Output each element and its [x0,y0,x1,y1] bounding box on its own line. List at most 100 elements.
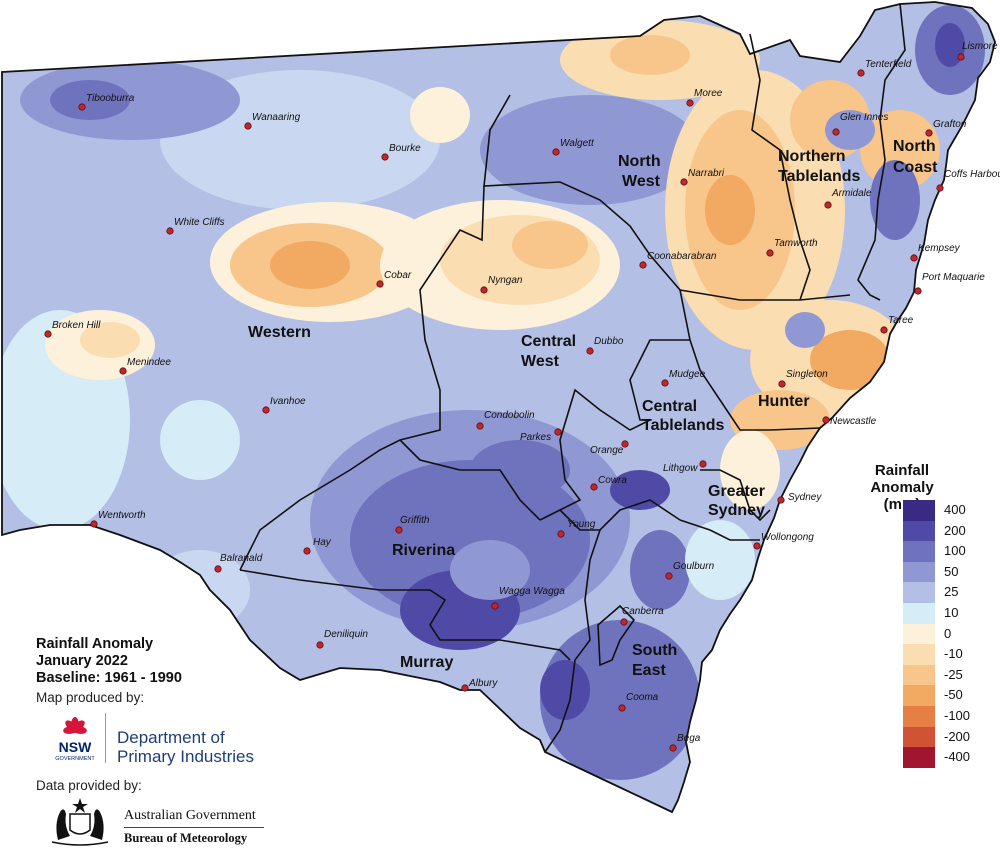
region-label-central-tablelands-l1: Central [642,398,697,415]
town-label-griffith: Griffith [400,515,430,526]
legend-swatch [903,705,935,727]
legend-swatch [903,685,935,706]
dpi-name: Department of Primary Industries [117,728,254,766]
region-label-north-coast-l1: North [893,138,936,155]
town-label-orange: Orange [590,445,624,456]
town-dot-tibooburra [78,103,86,111]
town-label-albury: Albury [468,678,498,689]
town-dot-walgett [552,148,560,156]
region-boundaries [239,3,906,753]
info-period: January 2022 [36,653,128,669]
town-label-tibooburra: Tibooburra [86,93,135,104]
town-label-deniliquin: Deniliquin [324,629,368,640]
town-dot-tenterfield [857,69,865,77]
legend-label: -10 [944,646,963,662]
region-label-riverina: Riverina [392,542,455,559]
legend-color-bar [903,500,935,768]
legend-swatch [903,623,935,645]
region-label-greater-sydney-l2: Sydney [708,502,765,519]
towns: Tibooburra Wanaaring Bourke White Cliffs… [44,41,1000,752]
region-label-north-west-l1: North [618,153,661,170]
town-label-parkes: Parkes [520,432,551,443]
town-dot-wentworth [90,520,98,528]
town-dot-wanaaring [244,122,252,130]
town-label-wanaaring: Wanaaring [252,112,301,123]
town-dot-tamworth [766,249,774,257]
region-label-north-coast-l2: Coast [893,159,938,176]
legend-label: -200 [944,728,971,744]
legend-swatch [903,541,935,562]
town-dot-parkes [554,428,562,436]
town-label-sydney: Sydney [788,492,822,503]
logo-divider [105,713,106,763]
region-label-hunter: Hunter [758,393,810,410]
town-label-kempsey: Kempsey [918,243,961,254]
town-label-newcastle: Newcastle [830,416,877,427]
region-labels: Western North West Northern Tablelands N… [248,138,938,679]
legend-label: -400 [944,749,971,765]
town-label-coffs-harbour: Coffs Harbour [944,169,1000,180]
legend-label: 50 [944,563,959,579]
town-dot-bourke [381,153,389,161]
town-dot-grafton [925,129,933,137]
nsw-logo-text: NSW [59,739,92,755]
town-label-cobar: Cobar [384,270,412,281]
town-label-singleton: Singleton [786,369,828,380]
region-label-greater-sydney-l1: Greater [708,483,765,500]
town-label-goulburn: Goulburn [673,561,715,572]
town-dot-narrabri [680,178,688,186]
legend-swatch [903,747,935,768]
town-label-lismore: Lismore [962,41,998,52]
region-label-north-west-l2: West [622,173,661,190]
town-dot-white-cliffs [166,227,174,235]
town-dot-dubbo [586,347,594,355]
region-label-northern-tablelands-l1: Northern [778,148,846,165]
town-dot-kempsey [910,254,918,262]
legend-swatch [903,520,935,542]
town-label-condobolin: Condobolin [484,410,535,421]
legend-label: 25 [944,584,959,600]
town-dot-hay [303,547,311,555]
legend-label: 400 [944,502,966,517]
legend-label: 200 [944,522,966,538]
legend-label: 0 [944,625,952,641]
info-title: Rainfall Anomaly [36,636,154,652]
info-baseline: Baseline: 1961 - 1990 [36,670,182,686]
commonwealth-crest-icon [51,798,109,846]
town-label-walgett: Walgett [560,138,595,149]
town-dot-singleton [778,380,786,388]
town-label-wollongong: Wollongong [761,532,814,543]
region-label-south-east-l2: East [632,662,666,679]
nsw-government-logo: NSW GOVERNMENT [55,717,95,762]
town-label-nyngan: Nyngan [488,275,523,286]
town-dot-lithgow [699,460,707,468]
town-dot-balranald [214,565,222,573]
legend-swatch [903,726,935,748]
town-dot-coffs-harbour [936,184,944,192]
town-label-dubbo: Dubbo [594,336,624,347]
ag-divider [124,827,264,828]
legend-label: -50 [944,687,963,703]
town-dot-ivanhoe [262,406,270,414]
australian-government-text: Australian Government [124,808,256,823]
region-label-murray: Murray [400,654,453,671]
region-label-central-west-l1: Central [521,333,576,350]
town-dot-deniliquin [316,641,324,649]
town-label-balranald: Balranald [220,553,263,564]
town-dot-goulburn [665,572,673,580]
town-dot-newcastle [822,416,830,424]
town-label-tenterfield: Tenterfield [865,59,912,70]
legend-label: -100 [944,708,971,723]
town-label-port-maquarie: Port Maquarie [922,272,985,283]
legend-swatch [903,582,935,603]
legend-title: Rainfall Anomaly (mm) [842,462,962,513]
town-dot-sydney [777,496,785,504]
town-label-moree: Moree [694,88,723,99]
town-label-tamworth: Tamworth [774,238,818,249]
town-label-young: Young [567,519,596,530]
town-label-ivanhoe: Ivanhoe [270,396,306,407]
region-label-south-east-l1: South [632,642,677,659]
town-dot-young [557,530,565,538]
nsw-logo-subtext: GOVERNMENT [55,756,95,762]
region-label-central-tablelands-l2: Tablelands [642,417,724,434]
